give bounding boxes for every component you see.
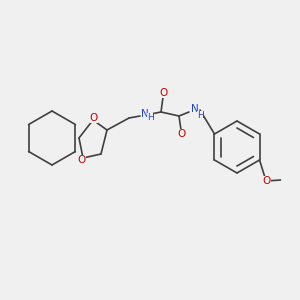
Text: O: O: [90, 113, 98, 123]
Text: O: O: [177, 129, 185, 139]
Text: O: O: [159, 88, 167, 98]
Text: H: H: [196, 110, 203, 119]
Text: N: N: [191, 104, 199, 114]
Text: O: O: [262, 176, 271, 186]
Text: N: N: [141, 109, 149, 119]
Text: H: H: [147, 112, 153, 122]
Text: O: O: [78, 155, 86, 165]
